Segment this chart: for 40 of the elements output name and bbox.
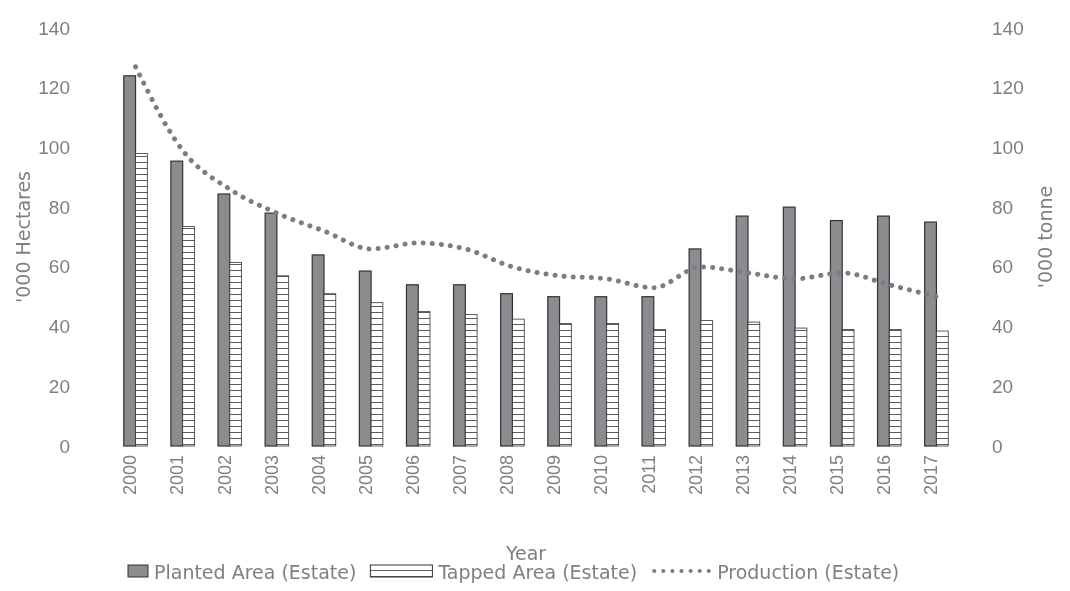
x-tick-label: 2013 (732, 455, 753, 496)
x-tick-label: 2007 (450, 455, 471, 496)
x-tick-label: 2012 (685, 455, 706, 496)
legend-label: Production (Estate) (717, 561, 900, 583)
x-tick-label: 2010 (591, 455, 612, 496)
x-tick-label: 2008 (497, 455, 518, 496)
x-tick-label: 2015 (827, 455, 848, 496)
y-tick-label: 40 (48, 316, 70, 338)
legend-label: Tapped Area (Estate) (437, 561, 638, 583)
y2-axis-title: '000 tonne (1034, 185, 1056, 289)
y2-tick-label: 80 (992, 196, 1014, 218)
x-tick-label: 2003 (261, 455, 282, 496)
y-tick-label: 60 (48, 256, 70, 278)
y-tick-label: 0 (59, 435, 70, 457)
y2-tick-label: 100 (992, 137, 1024, 159)
y2-tick-label: 0 (992, 435, 1003, 457)
y2-tick-label: 120 (992, 77, 1024, 99)
y-axis-title: '000 Hectares (12, 170, 34, 304)
x-axis-title: Year (504, 542, 547, 564)
y-tick-label: 140 (38, 17, 70, 39)
x-tick-label: 2009 (544, 455, 565, 496)
x-tick-label: 2014 (779, 455, 800, 496)
y-tick-label: 100 (38, 137, 70, 159)
legend-label: Planted Area (Estate) (154, 561, 357, 583)
x-tick-label: 2002 (214, 455, 235, 496)
y-tick-label: 80 (48, 196, 70, 218)
x-tick-label: 2011 (638, 455, 659, 494)
x-tick-label: 2005 (355, 455, 376, 496)
x-tick-label: 2001 (167, 455, 188, 496)
x-tick-label: 2004 (308, 455, 329, 496)
x-tick-label: 2016 (874, 455, 895, 496)
y2-tick-label: 60 (992, 256, 1014, 278)
x-tick-label: 2017 (921, 455, 942, 496)
y-tick-label: 20 (48, 375, 70, 397)
x-tick-label: 2000 (120, 455, 141, 496)
y2-tick-label: 20 (992, 375, 1014, 397)
x-tick-label: 2006 (403, 455, 424, 496)
y2-tick-label: 140 (992, 17, 1024, 39)
y2-tick-label: 40 (992, 316, 1014, 338)
y-tick-label: 120 (38, 77, 70, 99)
